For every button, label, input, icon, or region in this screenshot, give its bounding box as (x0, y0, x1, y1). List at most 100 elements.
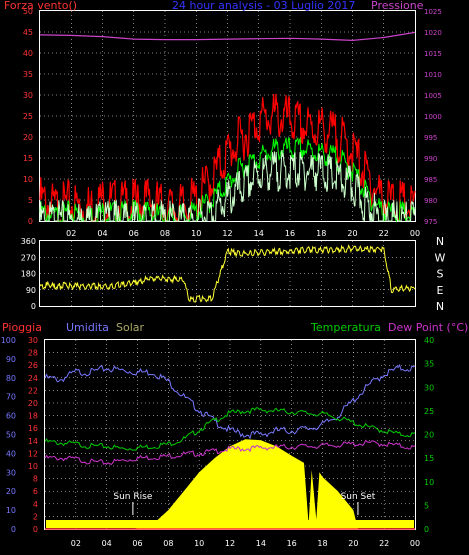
rain-tick-label: 0 (33, 525, 38, 534)
rain-tick-label: 18 (28, 412, 38, 421)
wind-tick-label: 25 (23, 112, 33, 121)
pressure-tick-label: 985 (424, 176, 437, 184)
rain-axis-title: Pioggia (2, 321, 42, 334)
x-tick-label: 16 (285, 229, 295, 238)
solar-baseline-band (46, 520, 414, 528)
pressure-tick-label: 995 (424, 134, 437, 142)
wind-tick-label: 0 (28, 217, 33, 226)
direction-tick-label: 180 (21, 270, 36, 279)
temperature-tick-label: 25 (424, 407, 434, 416)
temperature-tick-label: 15 (424, 454, 434, 463)
direction-plot-grid (40, 241, 415, 306)
x-tick-label: 08 (160, 229, 170, 238)
temperature-tick-label: 35 (424, 360, 434, 369)
rain-tick-label: 30 (28, 336, 38, 345)
pressure-tick-label: 1010 (424, 71, 442, 79)
humidity-tick-label: 80 (6, 374, 16, 383)
compass-label: E (437, 284, 444, 297)
compass-label: N (436, 235, 444, 248)
humidity-tick-label: 30 (6, 468, 16, 477)
sunset-label: Sun Set (341, 492, 376, 502)
pressure-tick-label: 1015 (424, 50, 442, 58)
wind-tick-label: 15 (23, 154, 33, 163)
axis-tick-labels: 0510152025303540455097598098599099510001… (1, 7, 446, 548)
rain-tick-label: 22 (28, 386, 38, 395)
rain-tick-label: 12 (28, 449, 38, 458)
temperature-tick-label: 0 (424, 525, 429, 534)
humidity-tick-label: 0 (11, 525, 16, 534)
temperature-tick-label: 40 (424, 336, 434, 345)
x-tick-label: 18 (316, 229, 326, 238)
humidity-tick-label: 40 (6, 449, 16, 458)
direction-tick-label: 270 (21, 253, 36, 262)
pressure-tick-label: 990 (424, 155, 437, 163)
x-tick-label: 10 (191, 229, 201, 238)
temperature-axis-title: Temperatura (310, 321, 381, 334)
pressure-line (39, 31, 416, 42)
temperature-tick-label: 20 (424, 431, 434, 440)
humidity-axis-title: Umidita (66, 321, 109, 334)
humidity-tick-label: 60 (6, 412, 16, 421)
wind-average-line (39, 136, 416, 223)
pressure-tick-label: 1025 (424, 8, 442, 16)
dewpoint-axis-title: Dew Point (°C) (388, 321, 468, 334)
humidity-tick-label: 50 (6, 431, 16, 440)
x-tick-label: 22 (379, 229, 389, 238)
dewpoint-line (44, 439, 416, 465)
wind-tick-label: 20 (23, 133, 33, 142)
wind-axis-title: Forza vento() (4, 0, 77, 12)
x-tick-label: 06 (129, 229, 139, 238)
rain-tick-label: 6 (33, 487, 38, 496)
humidity-line (44, 363, 416, 440)
x-tick-label: 02 (66, 229, 76, 238)
wind-tick-label: 30 (23, 91, 33, 100)
wind-tick-label: 40 (23, 49, 33, 58)
wind-tick-label: 35 (23, 70, 33, 79)
humidity-tick-label: 90 (6, 355, 16, 364)
solar-axis-title: Solar (116, 321, 145, 334)
x-tick-label: 12 (222, 229, 232, 238)
pressure-tick-label: 1020 (424, 29, 442, 37)
direction-tick-label: 360 (21, 237, 36, 246)
wind-direction-plot-frame (39, 240, 416, 307)
compass-label: S (437, 268, 444, 281)
x-tick-label: 04 (102, 539, 112, 548)
pressure-axis-title: Pressione (371, 0, 424, 12)
solar-radiation-area (45, 439, 415, 529)
x-tick-label: 12 (225, 539, 235, 548)
wind-pressure-series (39, 31, 416, 224)
wind-pressure-plot-frame (39, 10, 416, 222)
humidity-tick-label: 100 (1, 336, 16, 345)
compass-label: N (436, 300, 444, 313)
compass-label: W (435, 251, 446, 264)
x-tick-label: 08 (163, 539, 173, 548)
x-tick-label: 20 (348, 539, 358, 548)
x-tick-label: 16 (287, 539, 297, 548)
pressure-tick-label: 1000 (424, 113, 442, 121)
x-tick-label: 18 (317, 539, 327, 548)
humidity-tick-label: 70 (6, 393, 16, 402)
temperature-tick-label: 10 (424, 478, 434, 487)
rain-tick-label: 28 (28, 349, 38, 358)
rain-tick-label: 24 (28, 374, 38, 383)
pressure-tick-label: 975 (424, 218, 437, 226)
x-tick-label: 02 (71, 539, 81, 548)
x-tick-label: 00 (410, 229, 420, 238)
direction-tick-label: 90 (26, 286, 36, 295)
rain-tick-label: 8 (33, 475, 38, 484)
rain-tick-label: 14 (28, 437, 38, 446)
x-tick-label: 14 (256, 539, 266, 548)
wind-direction-line (39, 244, 416, 303)
wind-direction-series (39, 244, 416, 303)
x-tick-label: 00 (410, 539, 420, 548)
weather-series (44, 363, 416, 530)
x-tick-label: 20 (347, 229, 357, 238)
rain-tick-label: 16 (28, 424, 38, 433)
pressure-tick-label: 980 (424, 197, 437, 205)
chart-title: 24 hour analysis - 03 Luglio 2017 (172, 0, 355, 12)
temperature-tick-label: 30 (424, 383, 434, 392)
rain-tick-label: 20 (28, 399, 38, 408)
x-tick-label: 06 (132, 539, 142, 548)
wind-low-line (39, 150, 416, 222)
